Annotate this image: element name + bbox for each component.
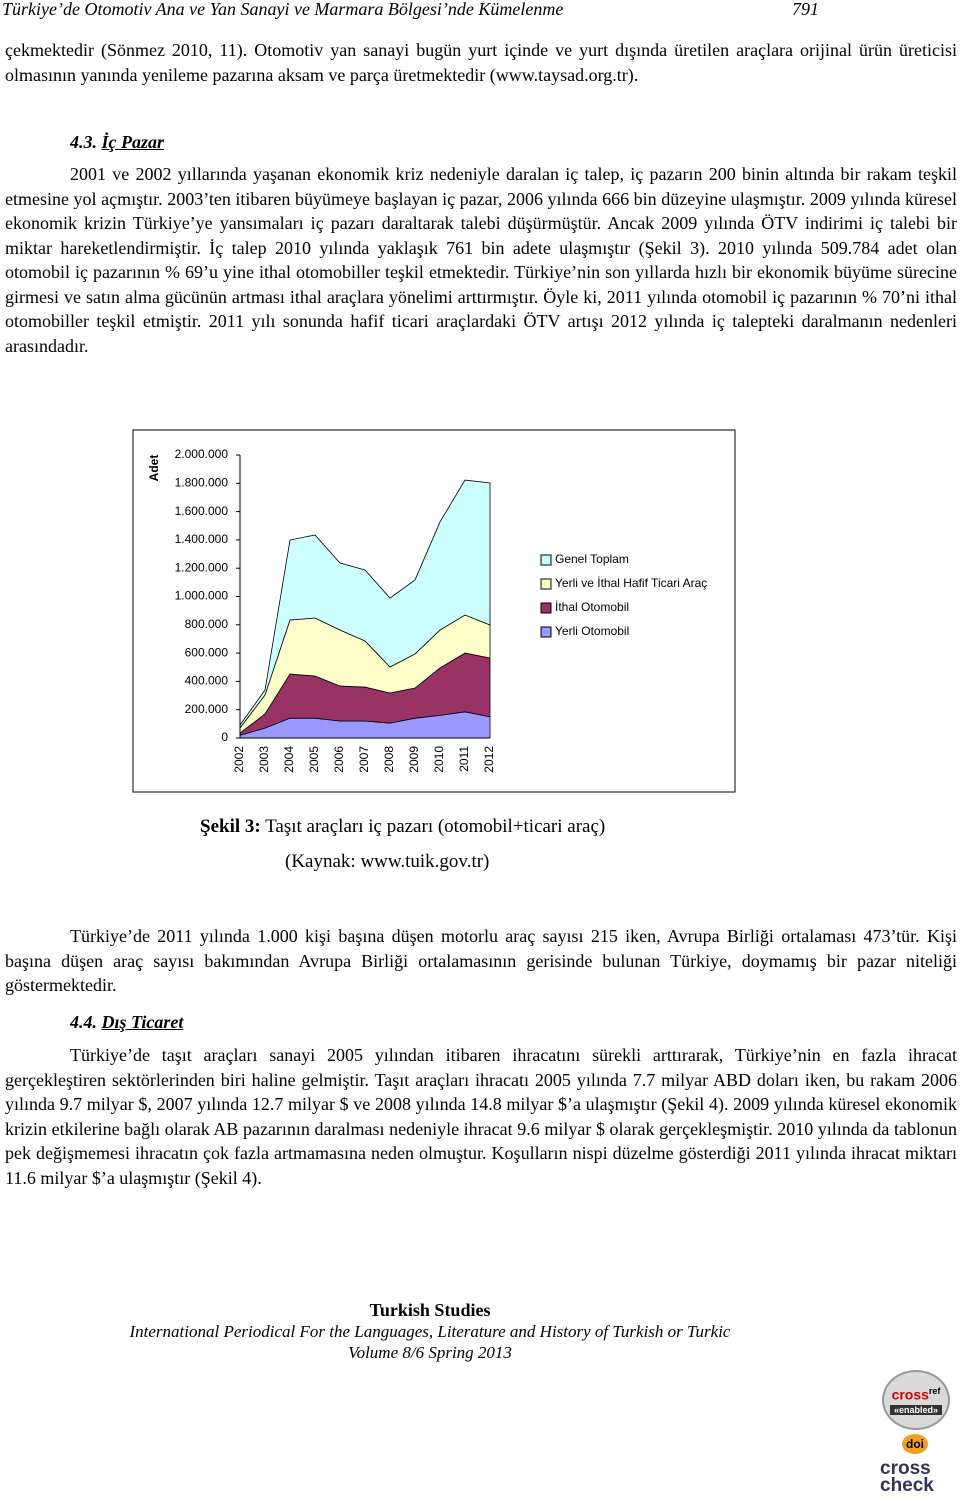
x-tick-label: 2005 bbox=[307, 746, 321, 773]
badge-text: check bbox=[880, 1475, 934, 1496]
legend-label: İthal Otomobil bbox=[555, 600, 629, 614]
legend-label: Yerli ve İthal Hafif Ticari Araç bbox=[555, 576, 707, 590]
x-tick-label: 2008 bbox=[382, 746, 396, 773]
y-tick-label: 1.400.000 bbox=[175, 532, 229, 546]
crosscheck-badge: cross check bbox=[880, 1458, 934, 1496]
page-number: 791 bbox=[792, 0, 819, 19]
figure-caption: Şekil 3: Taşıt araçları iç pazarı (otomo… bbox=[200, 815, 605, 840]
legend-swatch bbox=[540, 554, 552, 566]
x-tick-label: 2007 bbox=[357, 746, 371, 773]
badges: crossref «enabled» doi cross check bbox=[878, 1368, 956, 1498]
paragraph: Türkiye’de taşıt araçları sanayi 2005 yı… bbox=[5, 1045, 957, 1188]
x-tick-label: 2003 bbox=[257, 746, 271, 773]
y-tick-label: 1.600.000 bbox=[175, 504, 229, 518]
caption-text: Taşıt araçları iç pazarı (otomobil+ticar… bbox=[265, 816, 606, 837]
badge-text: ref bbox=[928, 1386, 941, 1396]
section-heading: 4.3. İç Pazar bbox=[70, 130, 164, 155]
y-tick-label: 600.000 bbox=[185, 645, 229, 659]
area bbox=[239, 479, 491, 730]
y-tick-label: 2.000.000 bbox=[175, 447, 229, 461]
chart-frame bbox=[132, 429, 736, 793]
paragraph: çekmektedir (Sönmez 2010, 11). Otomotiv … bbox=[5, 40, 957, 85]
paragraph: Türkiye’de 2011 yılında 1.000 kişi başın… bbox=[5, 926, 957, 995]
badge-text: cross bbox=[880, 1458, 931, 1479]
x-tick-label: 2009 bbox=[407, 746, 421, 773]
y-tick-label: 1.800.000 bbox=[175, 475, 229, 489]
y-tick-label: 800.000 bbox=[185, 617, 229, 631]
journal-name: Turkish Studies bbox=[369, 1300, 491, 1320]
header-title: Türkiye’de Otomotiv Ana ve Yan Sanayi ve… bbox=[2, 0, 564, 19]
x-tick-label: 2004 bbox=[282, 746, 296, 773]
figure-source: (Kaynak: www.tuik.gov.tr) bbox=[285, 851, 490, 872]
badge-text: «enabled» bbox=[890, 1404, 942, 1415]
heading-title: Dış Ticaret bbox=[101, 1012, 184, 1032]
y-tick-label: 1.000.000 bbox=[175, 589, 229, 603]
legend-swatch bbox=[540, 578, 552, 590]
badge-text: cross bbox=[891, 1386, 929, 1403]
paragraph: 2001 ve 2002 yıllarında yaşanan ekonomik… bbox=[5, 164, 957, 356]
crossref-badge: crossref «enabled» bbox=[882, 1370, 950, 1430]
heading-title: İç Pazar bbox=[101, 132, 165, 152]
journal-subtitle: International Periodical For the Languag… bbox=[129, 1322, 731, 1341]
legend-label: Genel Toplam bbox=[555, 552, 629, 566]
heading-number: 4.3. bbox=[70, 132, 97, 152]
journal-volume: Volume 8/6 Spring 2013 bbox=[348, 1343, 512, 1362]
running-header: Türkiye’de Otomotiv Ana ve Yan Sanayi ve… bbox=[2, 0, 942, 22]
y-tick-label: 200.000 bbox=[185, 702, 229, 716]
x-tick-label: 2012 bbox=[482, 746, 496, 773]
legend-swatch bbox=[540, 602, 552, 614]
y-axis-label: Adet bbox=[147, 455, 161, 482]
legend-swatch bbox=[540, 626, 552, 638]
x-tick-label: 2011 bbox=[457, 746, 471, 772]
x-tick-label: 2002 bbox=[232, 746, 246, 773]
heading-number: 4.4. bbox=[70, 1012, 97, 1032]
caption-label: Şekil 3: bbox=[200, 816, 261, 837]
y-tick-label: 0 bbox=[221, 730, 228, 744]
section-heading: 4.4. Dış Ticaret bbox=[70, 1010, 183, 1035]
x-tick-label: 2006 bbox=[332, 746, 346, 773]
y-tick-label: 400.000 bbox=[185, 674, 229, 688]
y-tick-label: 1.200.000 bbox=[175, 560, 229, 574]
doi-badge: doi bbox=[902, 1434, 928, 1454]
x-tick-label: 2010 bbox=[432, 746, 446, 773]
legend-label: Yerli Otomobil bbox=[555, 624, 629, 638]
